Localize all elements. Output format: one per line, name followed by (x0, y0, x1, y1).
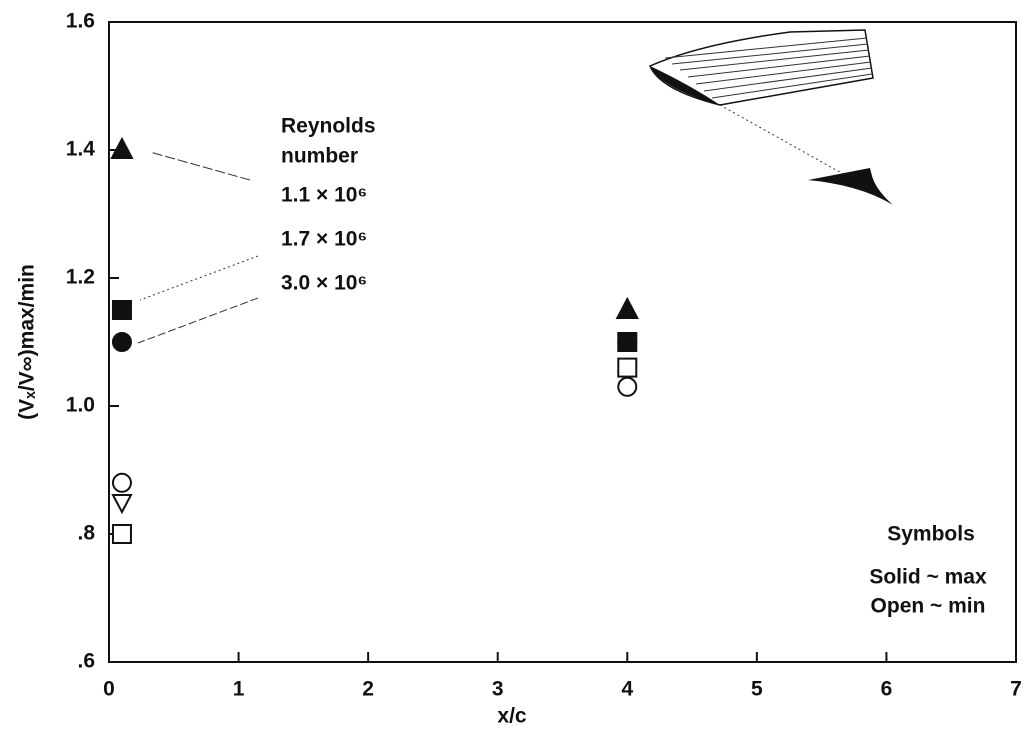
x-tick-label: 7 (1010, 678, 1022, 701)
marker (111, 300, 132, 320)
y-tick-label: 1.6 (66, 10, 95, 33)
marker (617, 357, 638, 378)
symbols-note: Symbols (887, 523, 975, 546)
legend-label: 1.7 × 10⁶ (281, 228, 367, 251)
x-tick-label: 0 (103, 678, 115, 701)
legend-title: Reynolds (281, 115, 376, 138)
symbols-note: Solid ~ max (869, 566, 987, 589)
x-tick-label: 2 (362, 678, 374, 701)
marker (111, 332, 132, 352)
x-tick-label: 1 (233, 678, 245, 701)
x-tick-label: 6 (881, 678, 893, 701)
marker (111, 472, 132, 493)
marker (617, 332, 638, 352)
marker (615, 296, 639, 319)
y-tick-label: 1.0 (66, 394, 95, 417)
marker (111, 494, 133, 515)
marker (111, 524, 132, 544)
legend-title: number (281, 145, 358, 168)
legend-leaders (137, 151, 259, 344)
x-tick-label: 4 (621, 678, 633, 701)
legend-label: 1.1 × 10⁶ (281, 184, 367, 207)
x-tick-label: 5 (751, 678, 763, 701)
airfoil-illustration (649, 29, 893, 205)
symbols-note: Open ~ min (871, 595, 986, 618)
y-axis-label: (Vₓ/V∞)max/min (16, 264, 39, 420)
y-tick-label: .6 (77, 650, 95, 673)
x-tick-label: 3 (492, 678, 504, 701)
y-tick-label: 1.4 (66, 138, 96, 161)
marker (110, 136, 134, 159)
x-axis-label: x/c (497, 705, 527, 728)
plot-frame (108, 21, 1017, 663)
y-tick-label: .8 (77, 522, 95, 545)
marker (617, 376, 638, 397)
y-tick-label: 1.2 (66, 266, 95, 289)
legend-label: 3.0 × 10⁶ (281, 272, 367, 295)
